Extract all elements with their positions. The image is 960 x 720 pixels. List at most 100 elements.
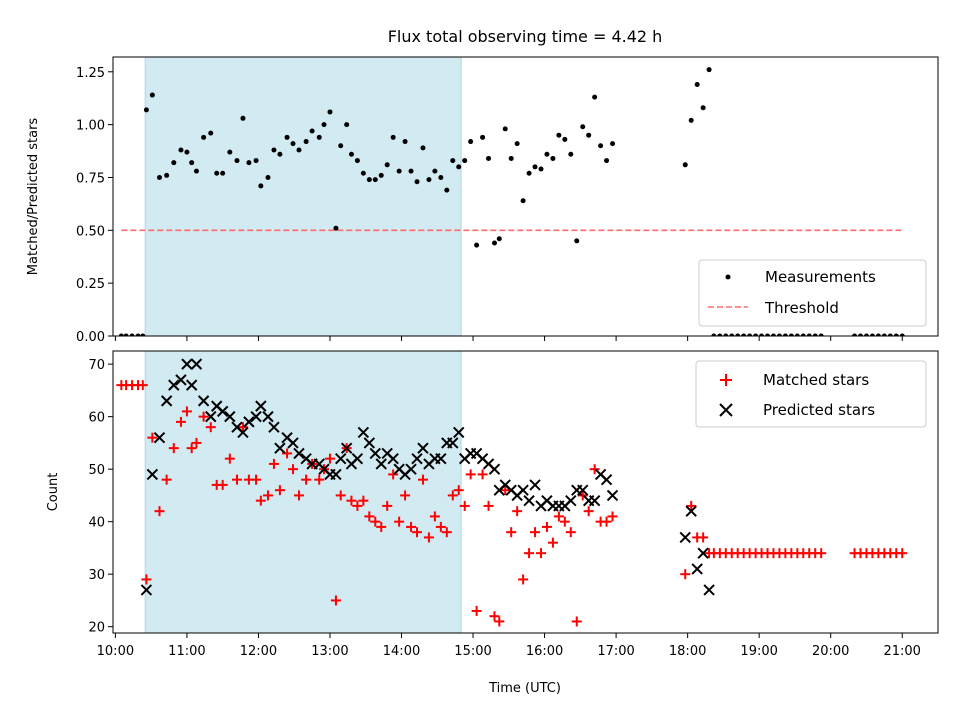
predicted-star-point bbox=[357, 426, 370, 439]
matched-star-point bbox=[330, 595, 341, 606]
measurement-point bbox=[450, 158, 456, 164]
measurement-point bbox=[747, 333, 753, 336]
x-tick-label: 17:00 bbox=[597, 644, 634, 659]
measurement-point bbox=[129, 333, 135, 336]
matched-star-point bbox=[601, 516, 612, 527]
y-tick-label: 40 bbox=[88, 516, 105, 531]
matched-star-point bbox=[897, 548, 908, 559]
y-axis-label: Matched/Predicted stars bbox=[26, 118, 41, 276]
y-tick-label: 20 bbox=[88, 621, 105, 636]
measurement-point bbox=[887, 333, 893, 336]
measurement-point bbox=[214, 170, 220, 176]
matched-star-point bbox=[518, 574, 529, 585]
measurement-point bbox=[496, 236, 502, 242]
measurement-point bbox=[426, 177, 432, 183]
measurement-point bbox=[253, 158, 259, 164]
measurement-point bbox=[234, 158, 240, 164]
matched-star-point bbox=[147, 432, 158, 443]
legend: Matched stars Predicted stars bbox=[695, 360, 927, 428]
measurement-point bbox=[208, 130, 214, 136]
measurement-point bbox=[723, 333, 729, 336]
x-tick-label: 13:00 bbox=[311, 644, 348, 659]
matched-star-point bbox=[465, 469, 476, 480]
y-tick-label: 30 bbox=[88, 568, 105, 583]
legend-label: Predicted stars bbox=[763, 401, 875, 419]
matched-star-point bbox=[168, 443, 179, 454]
matched-star-point bbox=[224, 453, 235, 464]
x-tick-label: 12:00 bbox=[240, 644, 277, 659]
measurement-point bbox=[770, 333, 776, 336]
measurement-point bbox=[468, 139, 474, 145]
measurement-point bbox=[532, 164, 538, 170]
measurement-point bbox=[729, 333, 735, 336]
measurement-point bbox=[258, 183, 264, 189]
x-tick-label: 10:00 bbox=[97, 644, 134, 659]
measurement-point bbox=[562, 136, 568, 142]
measurement-point bbox=[592, 94, 598, 100]
predicted-star-point bbox=[160, 395, 173, 407]
measurement-point bbox=[711, 333, 717, 336]
matched-star-point bbox=[816, 548, 827, 559]
predicted-star-point bbox=[146, 468, 159, 481]
matched-star-point bbox=[181, 406, 192, 417]
x-tick-label: 21:00 bbox=[883, 644, 920, 659]
measurement-point bbox=[171, 160, 177, 166]
measurement-point bbox=[184, 149, 190, 155]
measurement-point bbox=[544, 151, 550, 157]
matched-star-point bbox=[382, 500, 393, 511]
matched-star-point bbox=[314, 474, 325, 485]
measurement-point bbox=[344, 122, 350, 128]
legend-predicted-marker bbox=[719, 403, 733, 417]
measurement-point bbox=[456, 164, 462, 170]
legend-label: Measurements bbox=[765, 268, 876, 286]
matched-star-point bbox=[489, 611, 500, 622]
predicted-star-point bbox=[330, 468, 342, 481]
y-tick-label: 1.25 bbox=[76, 66, 105, 81]
measurement-point bbox=[706, 67, 712, 73]
matched-star-point bbox=[154, 506, 165, 517]
matched-star-point bbox=[494, 616, 505, 627]
matched-star-point bbox=[547, 537, 558, 548]
matched-star-point bbox=[541, 521, 552, 532]
top-panel: 0.00 0.25 0.50 0.75 1.00 1.25 Matched/Predicte… bbox=[26, 56, 939, 345]
measurement-point bbox=[193, 168, 199, 174]
matched-star-point bbox=[288, 464, 299, 475]
measurement-point bbox=[526, 170, 532, 176]
measurement-point bbox=[741, 333, 747, 336]
measurement-point bbox=[852, 333, 858, 336]
predicted-star-point bbox=[435, 452, 447, 465]
measurement-point bbox=[899, 333, 905, 336]
measurement-point bbox=[316, 134, 322, 140]
matched-star-point bbox=[483, 500, 494, 511]
measurement-point bbox=[800, 333, 806, 336]
matched-star-point bbox=[530, 527, 541, 538]
measurement-point bbox=[869, 333, 875, 336]
measurement-point bbox=[776, 333, 782, 336]
matched-star-point bbox=[217, 479, 228, 490]
matched-star-point bbox=[571, 616, 582, 627]
measurement-point bbox=[694, 81, 700, 87]
measurement-point bbox=[366, 177, 372, 183]
matched-star-point bbox=[429, 511, 440, 522]
measurement-point bbox=[327, 109, 333, 115]
matched-star-point bbox=[364, 511, 375, 522]
predicted-star-point bbox=[340, 442, 353, 454]
y-tick-label: 60 bbox=[88, 411, 105, 426]
measurement-point bbox=[265, 174, 271, 180]
x-tick-label: 11:00 bbox=[168, 644, 205, 659]
matched-star-point bbox=[301, 474, 312, 485]
predicted-star-point bbox=[197, 395, 210, 407]
matched-star-point bbox=[141, 574, 152, 585]
matched-star-point bbox=[352, 500, 363, 511]
matched-star-point bbox=[447, 490, 458, 501]
measurement-point bbox=[574, 238, 580, 244]
plot-area bbox=[118, 67, 905, 336]
predicted-star-point bbox=[387, 452, 399, 465]
matched-star-point bbox=[477, 469, 488, 480]
measurement-point bbox=[309, 128, 315, 134]
measurement-point bbox=[765, 333, 771, 336]
measurement-point bbox=[604, 158, 610, 164]
measurement-point bbox=[735, 333, 741, 336]
predicted-star-point bbox=[417, 442, 429, 454]
y-axis-label: Count bbox=[46, 473, 61, 512]
